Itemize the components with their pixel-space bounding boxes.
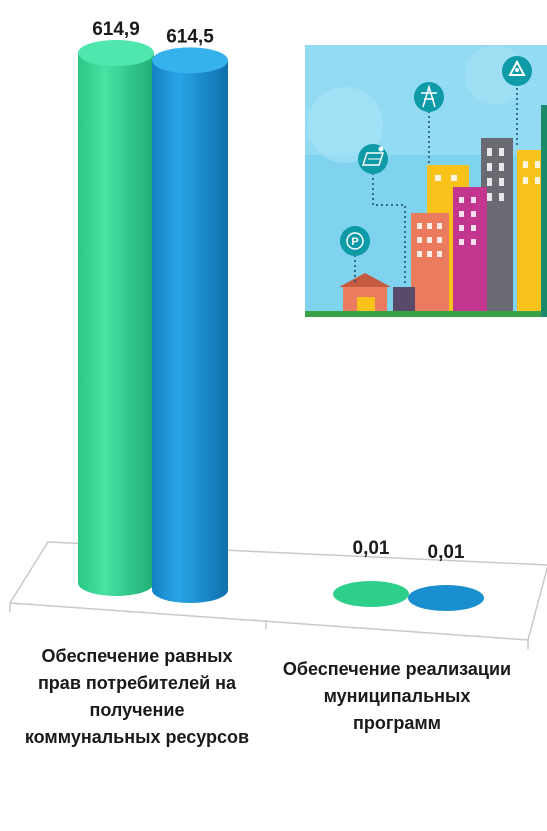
smart-city-illustration: P [305, 45, 547, 317]
data-label-1-2: 614,5 [166, 26, 214, 47]
data-labels-group: 614,9 614,5 0,01 0,01 [92, 19, 465, 563]
bar-1-2 [152, 47, 228, 603]
bar-2-2 [408, 585, 484, 611]
solar-panel-icon [358, 144, 388, 174]
category-label-1: Обеспечение равных прав потребителей на … [24, 646, 250, 747]
recycle-icon [502, 56, 532, 86]
bar-2-1 [333, 581, 409, 607]
power-tower-icon [414, 82, 444, 112]
data-label-1-1: 614,9 [92, 19, 140, 40]
data-label-2-1: 0,01 [353, 538, 390, 559]
parking-icon: P [340, 226, 370, 256]
bar-1-1 [78, 40, 154, 596]
svg-text:P: P [351, 236, 358, 248]
bars-group [78, 40, 484, 611]
category-label-2: Обеспечение реализации муниципальных про… [282, 659, 512, 733]
data-label-2-2: 0,01 [428, 542, 465, 563]
